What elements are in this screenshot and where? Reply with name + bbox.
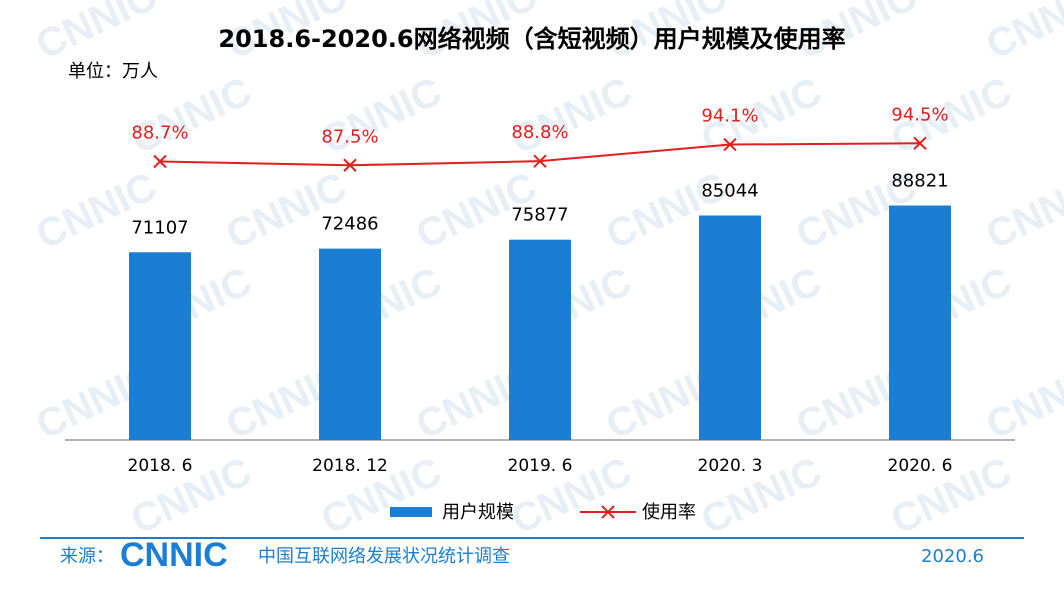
line-marker [533,154,547,168]
watermark: CNNIC [30,0,163,68]
line-value-label: 88.7% [131,122,188,143]
bar-value-label: 88821 [891,171,948,192]
chart-title: 2018.6-2020.6网络视频（含短视频）用户规模及使用率 [218,25,845,53]
legend-marker [601,505,615,519]
line-value-label: 87.5% [321,126,378,147]
bar [129,252,191,440]
legend-label: 用户规模 [442,502,514,523]
legend-swatch [390,507,432,517]
watermark: CNNIC [30,164,163,257]
watermark: CNNIC [220,164,353,257]
x-tick-label: 2019. 6 [508,456,573,476]
bar [319,248,381,440]
bar [889,205,951,440]
x-tick-label: 2020. 3 [698,456,763,476]
watermark: CNNIC [315,69,448,162]
watermark: CNNIC [980,354,1064,447]
line-marker [913,136,927,150]
source-label: 来源： [60,546,114,567]
legend-label: 使用率 [642,502,696,523]
x-tick-label: 2018. 12 [312,456,388,476]
line-value-label: 94.5% [891,104,948,125]
line-value-label: 94.1% [701,106,758,127]
watermark: CNNIC [980,0,1064,68]
watermark: CNNIC [125,69,258,162]
source-name: 中国互联网络发展状况统计调查 [258,546,510,567]
date: 2020.6 [921,546,984,567]
watermark: CNNIC [980,164,1064,257]
line-marker [153,154,167,169]
line-marker [723,137,737,152]
watermark: CNNIC [505,69,638,162]
source-logo: CNNIC [120,536,228,574]
bar [509,239,571,440]
unit-label: 单位：万人 [68,61,158,82]
x-tick-label: 2018. 6 [128,456,193,476]
line-marker [343,158,357,172]
line-value-label: 88.8% [511,122,568,143]
x-tick-label: 2020. 6 [888,456,953,476]
bar-value-label: 72486 [321,214,378,235]
bar-value-label: 85044 [701,180,758,201]
bar-value-label: 75877 [511,205,568,226]
bar [699,215,761,440]
bar-value-label: 71107 [131,217,188,238]
